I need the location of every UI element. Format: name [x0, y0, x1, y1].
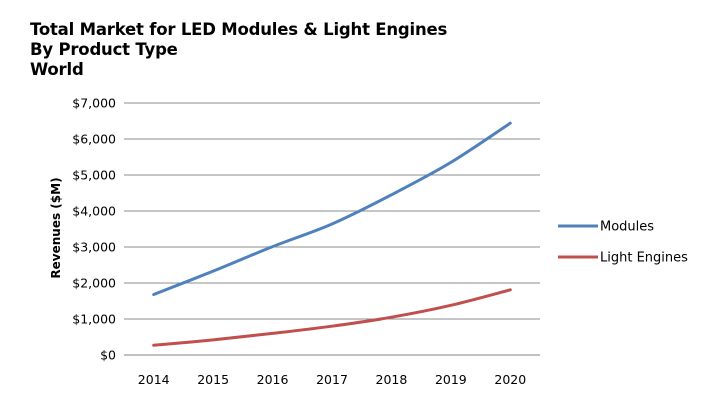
chart-title-line-3: World — [30, 60, 84, 79]
gridlines — [124, 102, 540, 356]
x-axis-tick-labels: 2014 2015 2016 2017 2018 2019 2020 — [138, 372, 526, 387]
x-tick-label: 2020 — [494, 372, 526, 387]
x-tick-label: 2019 — [435, 372, 467, 387]
y-tick-label: $0 — [100, 348, 116, 363]
chart-title-line-2: By Product Type — [30, 40, 178, 59]
y-tick-label: $1,000 — [72, 312, 116, 327]
x-tick-label: 2018 — [376, 372, 408, 387]
y-tick-label: $2,000 — [72, 276, 116, 291]
chart-title: Total Market for LED Modules & Light Eng… — [30, 20, 447, 80]
y-tick-label: $3,000 — [72, 240, 116, 255]
x-tick-label: 2017 — [316, 372, 348, 387]
x-tick-label: 2015 — [197, 372, 229, 387]
y-tick-label: $5,000 — [72, 168, 116, 183]
x-tick-label: 2016 — [257, 372, 289, 387]
y-tick-label: $4,000 — [72, 204, 116, 219]
legend-label: Modules — [600, 220, 654, 235]
y-tick-label: $7,000 — [72, 96, 116, 111]
legend: Modules Light Engines — [558, 220, 688, 266]
y-axis-tick-labels: $0 $1,000 $2,000 $3,000 $4,000 $5,000 $6,000 $7… — [72, 96, 116, 363]
x-tick-label: 2014 — [138, 372, 170, 387]
y-axis-title: Revenues ($M) — [49, 177, 63, 278]
series-lines — [152, 121, 512, 347]
legend-label: Light Engines — [600, 251, 688, 266]
series-line-light-engines — [152, 288, 512, 347]
chart-title-line-1: Total Market for LED Modules & Light Eng… — [30, 20, 448, 39]
series-line-modules — [152, 121, 512, 297]
y-tick-label: $6,000 — [72, 132, 116, 147]
